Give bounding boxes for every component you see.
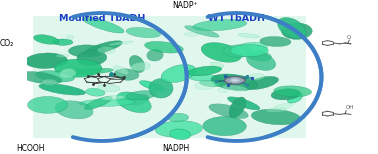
Ellipse shape bbox=[67, 68, 113, 74]
Text: WT TbADH: WT TbADH bbox=[208, 14, 265, 23]
Ellipse shape bbox=[251, 109, 301, 125]
Ellipse shape bbox=[238, 34, 260, 38]
Circle shape bbox=[229, 78, 240, 82]
Text: OH: OH bbox=[346, 105, 355, 110]
Ellipse shape bbox=[54, 59, 102, 77]
Ellipse shape bbox=[245, 76, 279, 89]
Ellipse shape bbox=[266, 108, 287, 112]
Ellipse shape bbox=[66, 35, 73, 40]
Ellipse shape bbox=[25, 53, 67, 69]
Ellipse shape bbox=[144, 41, 183, 53]
Ellipse shape bbox=[246, 51, 271, 61]
Ellipse shape bbox=[147, 49, 163, 61]
Ellipse shape bbox=[116, 92, 151, 113]
Ellipse shape bbox=[218, 89, 228, 93]
Circle shape bbox=[226, 77, 244, 84]
Ellipse shape bbox=[68, 45, 105, 57]
Ellipse shape bbox=[128, 94, 149, 105]
Ellipse shape bbox=[42, 79, 57, 85]
Circle shape bbox=[225, 76, 245, 84]
Ellipse shape bbox=[98, 84, 120, 92]
Ellipse shape bbox=[131, 62, 150, 71]
Ellipse shape bbox=[79, 99, 135, 106]
Ellipse shape bbox=[187, 66, 222, 76]
FancyBboxPatch shape bbox=[167, 16, 306, 138]
Ellipse shape bbox=[85, 88, 105, 96]
Ellipse shape bbox=[184, 26, 219, 37]
Ellipse shape bbox=[230, 45, 268, 57]
Ellipse shape bbox=[114, 69, 139, 80]
Text: O: O bbox=[347, 34, 351, 40]
Ellipse shape bbox=[102, 95, 124, 100]
Ellipse shape bbox=[83, 17, 124, 33]
Text: Modified TbADH: Modified TbADH bbox=[59, 14, 145, 23]
Text: NADP⁺: NADP⁺ bbox=[172, 1, 198, 10]
Ellipse shape bbox=[126, 91, 156, 100]
Ellipse shape bbox=[230, 42, 267, 57]
Ellipse shape bbox=[274, 86, 311, 97]
Ellipse shape bbox=[203, 117, 246, 136]
Ellipse shape bbox=[60, 69, 76, 78]
Ellipse shape bbox=[56, 54, 69, 57]
Ellipse shape bbox=[237, 81, 245, 84]
Ellipse shape bbox=[114, 66, 129, 74]
Ellipse shape bbox=[77, 51, 107, 65]
Ellipse shape bbox=[246, 52, 276, 70]
Ellipse shape bbox=[228, 97, 260, 110]
Ellipse shape bbox=[184, 32, 199, 36]
Ellipse shape bbox=[195, 80, 215, 90]
Text: NADPH: NADPH bbox=[163, 144, 190, 153]
FancyBboxPatch shape bbox=[33, 16, 171, 138]
Ellipse shape bbox=[155, 121, 202, 137]
Ellipse shape bbox=[161, 65, 196, 83]
Ellipse shape bbox=[211, 74, 257, 90]
Ellipse shape bbox=[36, 71, 74, 82]
Ellipse shape bbox=[274, 103, 293, 109]
Ellipse shape bbox=[193, 19, 247, 31]
Ellipse shape bbox=[129, 55, 145, 73]
Ellipse shape bbox=[98, 47, 115, 54]
Ellipse shape bbox=[34, 35, 59, 44]
Ellipse shape bbox=[248, 74, 265, 80]
Ellipse shape bbox=[84, 41, 122, 55]
Ellipse shape bbox=[201, 43, 242, 62]
Ellipse shape bbox=[210, 62, 224, 67]
Ellipse shape bbox=[149, 79, 173, 98]
Ellipse shape bbox=[282, 23, 312, 39]
Ellipse shape bbox=[287, 93, 302, 103]
Text: CO₂: CO₂ bbox=[0, 39, 14, 48]
Ellipse shape bbox=[39, 84, 85, 95]
Ellipse shape bbox=[126, 27, 161, 38]
Ellipse shape bbox=[209, 104, 248, 119]
Ellipse shape bbox=[108, 41, 133, 45]
Ellipse shape bbox=[189, 75, 222, 81]
Ellipse shape bbox=[167, 113, 189, 122]
Ellipse shape bbox=[19, 71, 62, 84]
Ellipse shape bbox=[49, 86, 73, 92]
Ellipse shape bbox=[84, 96, 112, 110]
Ellipse shape bbox=[55, 101, 93, 119]
Ellipse shape bbox=[224, 45, 251, 57]
Text: HCOOH: HCOOH bbox=[17, 144, 45, 153]
Ellipse shape bbox=[222, 85, 247, 91]
Ellipse shape bbox=[260, 36, 291, 47]
Ellipse shape bbox=[28, 96, 68, 113]
Ellipse shape bbox=[229, 97, 246, 118]
Ellipse shape bbox=[200, 80, 221, 87]
Circle shape bbox=[232, 79, 238, 81]
Ellipse shape bbox=[53, 39, 73, 45]
Ellipse shape bbox=[170, 129, 191, 140]
Ellipse shape bbox=[271, 89, 301, 100]
Ellipse shape bbox=[278, 18, 306, 39]
Ellipse shape bbox=[139, 81, 164, 91]
